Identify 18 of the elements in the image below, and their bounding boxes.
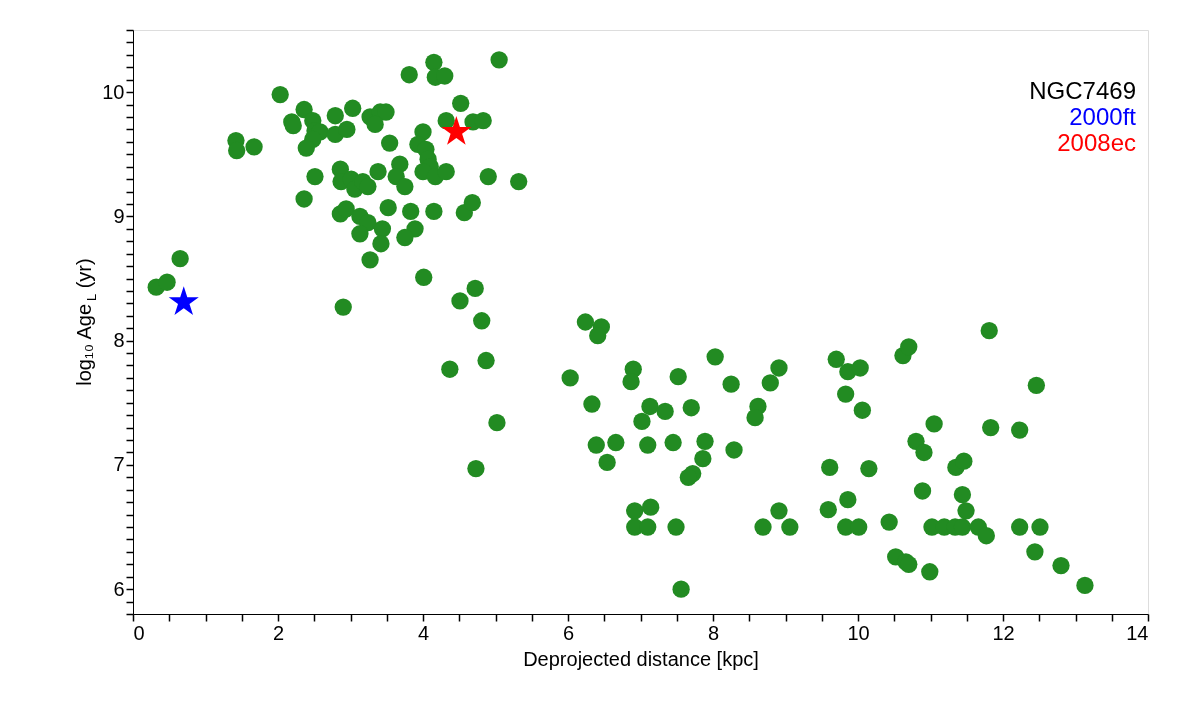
x-axis-title: Deprojected distance [kpc] (523, 647, 759, 670)
x-tick-label: 6 (562, 621, 575, 644)
text: 2000ft (1069, 103, 1137, 130)
x-tick-label: 8 (707, 621, 720, 644)
x-tick-label: 2 (272, 621, 285, 644)
x-tick-label: 12 (992, 621, 1015, 644)
y-tick-label: 7 (113, 453, 125, 476)
y-tick-label: 8 (113, 329, 125, 352)
y-tick-label: 10 (102, 80, 125, 103)
annotation: NGC7469 (1029, 77, 1136, 104)
y-tick-label: 9 (113, 204, 125, 227)
x-tick-label: 14 (1126, 621, 1149, 644)
text: 2008ec (1057, 129, 1136, 156)
x-tick-label: 4 (417, 621, 430, 644)
x-tick-label: 0 (133, 621, 145, 644)
y-axis-title: log₁₀ AgeL (yr) (73, 258, 99, 386)
x-tick-label: 10 (847, 621, 870, 644)
y-tick-label: 6 (113, 577, 125, 600)
